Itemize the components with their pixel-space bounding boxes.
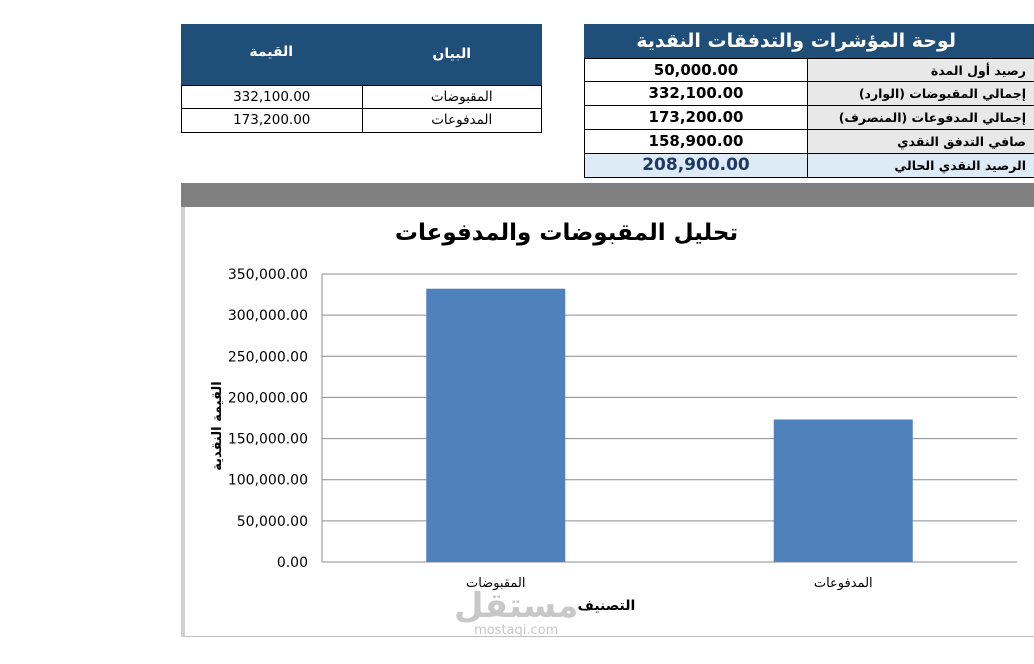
- header-value[interactable]: القيمة: [249, 44, 294, 60]
- dashboard-row[interactable]: 158,900.00 صافي التدفق النقدي: [584, 130, 1034, 154]
- total-receipts-label[interactable]: إجمالي المقبوضات (الوارد): [808, 82, 1034, 106]
- net-cashflow-label[interactable]: صافي التدفق النقدي: [808, 130, 1034, 154]
- net-cashflow-value[interactable]: 158,900.00: [584, 130, 808, 154]
- dashboard-row[interactable]: 208,900.00 الرصيد النقدي الحالي: [584, 154, 1034, 178]
- table-row[interactable]: 173,200.00 المدفوعات: [181, 109, 542, 133]
- grey-separator-band: [181, 183, 1034, 207]
- y-tick-label: 300,000.00: [228, 308, 308, 324]
- cashflow-dashboard-table: لوحة المؤشرات والتدفقات النقدية 50,000.0…: [584, 24, 1034, 178]
- total-payments-label[interactable]: إجمالي المدفوعات (المنصرف): [808, 106, 1034, 130]
- watermark-url: mostaqi.com: [474, 623, 559, 638]
- chart-title: تحليل المقبوضات والمدفوعات: [394, 220, 739, 246]
- x-tick-label: المقبوضات: [466, 576, 526, 591]
- y-tick-label: 250,000.00: [228, 349, 308, 365]
- opening-balance-label[interactable]: رصيد أول المدة: [808, 58, 1034, 82]
- dashboard-title: لوحة المؤشرات والتدفقات النقدية: [584, 24, 1034, 58]
- bar-chart[interactable]: 0.00 50,000.00 100,000.00 150,000.00 200,000…: [185, 250, 1025, 630]
- x-axis-title: التصنيف: [578, 598, 636, 614]
- summary-table: القيمة البيان 332,100.00 المقبوضات 173,2…: [181, 24, 542, 133]
- table-row[interactable]: 332,100.00 المقبوضات: [181, 85, 542, 109]
- watermark: مستقل mostaqi.com: [454, 588, 578, 638]
- receipts-value-cell[interactable]: 332,100.00: [181, 85, 362, 109]
- dashboard-row[interactable]: 173,200.00 إجمالي المدفوعات (المنصرف): [584, 106, 1034, 130]
- header-label[interactable]: البيان: [432, 46, 472, 62]
- opening-balance-value[interactable]: 50,000.00: [584, 58, 808, 82]
- receipts-label-cell[interactable]: المقبوضات: [361, 85, 542, 109]
- y-tick-label: 150,000.00: [228, 432, 308, 448]
- dashboard-row[interactable]: 50,000.00 رصيد أول المدة: [584, 58, 1034, 82]
- bar[interactable]: [426, 288, 566, 562]
- summary-header: القيمة البيان: [181, 24, 542, 85]
- y-tick-label: 50,000.00: [237, 514, 308, 530]
- y-tick-label: 0.00: [277, 555, 308, 571]
- total-receipts-value[interactable]: 332,100.00: [584, 82, 808, 106]
- current-balance-label[interactable]: الرصيد النقدي الحالي: [808, 154, 1034, 178]
- bar[interactable]: [773, 419, 913, 562]
- payments-label-cell[interactable]: المدفوعات: [361, 109, 542, 133]
- y-axis-title: القيمة النقدية: [210, 381, 225, 470]
- y-tick-label: 100,000.00: [228, 473, 308, 489]
- dashboard-row[interactable]: 332,100.00 إجمالي المقبوضات (الوارد): [584, 82, 1034, 106]
- x-tick-label: المدفوعات: [814, 576, 873, 591]
- payments-value-cell[interactable]: 173,200.00: [181, 109, 362, 133]
- y-tick-label: 350,000.00: [228, 267, 308, 283]
- y-tick-label: 200,000.00: [228, 390, 308, 406]
- current-balance-value[interactable]: 208,900.00: [584, 154, 808, 178]
- watermark-logo: مستقل: [454, 586, 579, 626]
- chart-left-edge: [181, 207, 185, 637]
- total-payments-value[interactable]: 173,200.00: [584, 106, 808, 130]
